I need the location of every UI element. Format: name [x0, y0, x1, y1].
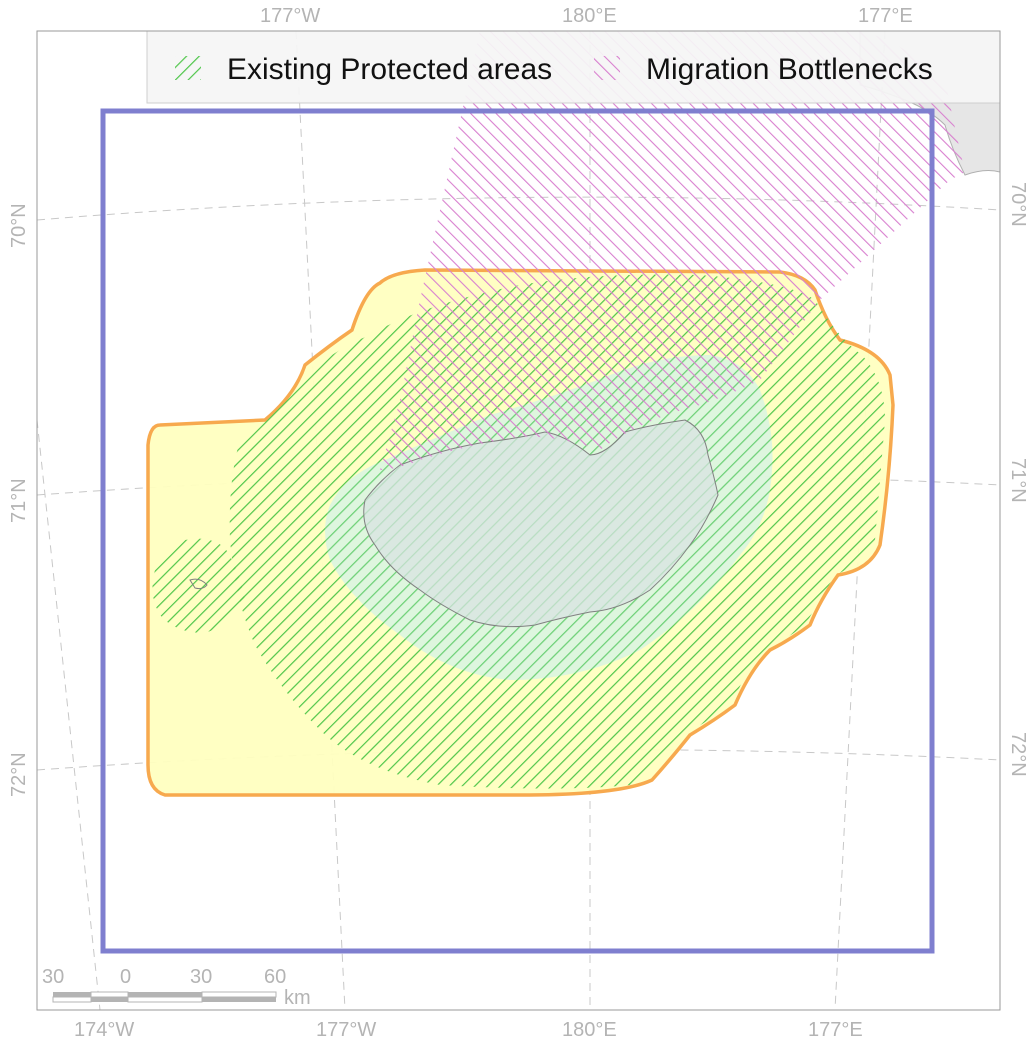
right-label-71n: 71°N — [1007, 458, 1029, 503]
scale-tick-60: 60 — [264, 966, 286, 988]
top-label-177e: 177°E — [858, 5, 913, 27]
top-label-180e: 180°E — [562, 5, 617, 27]
protected-legend-label: Existing Protected areas — [227, 53, 552, 86]
scale-tick-30-west: 30 — [42, 966, 64, 988]
right-label-70n: 70°N — [1007, 182, 1029, 227]
bottom-label-177w: 177°W — [316, 1019, 376, 1041]
islet — [189, 578, 208, 590]
protected-legend-swatch — [175, 56, 201, 80]
scale-unit: km — [284, 987, 311, 1009]
study-area-box — [100, 108, 935, 954]
map-frame — [36, 30, 1001, 1011]
bottleneck-legend-label: Migration Bottlenecks — [646, 53, 933, 86]
legend: Existing Protected areas Migration Bottl… — [146, 31, 1000, 104]
bottom-label-177e: 177°E — [808, 1019, 863, 1041]
migration-bottleneck — [380, 31, 965, 470]
scale-tick-30: 30 — [190, 966, 212, 988]
top-label-177w: 177°W — [260, 5, 320, 27]
bottom-label-180e: 180°E — [562, 1019, 617, 1041]
bottom-label-174w: 174°W — [74, 1019, 134, 1041]
island — [363, 419, 719, 628]
scale-tick-0: 0 — [120, 966, 131, 988]
left-label-72n: 72°N — [8, 752, 30, 797]
right-label-72n: 72°N — [1007, 732, 1029, 777]
protected-area-west — [152, 538, 245, 633]
bottleneck-legend-swatch — [594, 56, 620, 80]
scale-bar: 30 0 30 60 km — [42, 966, 311, 1009]
left-label-71n: 71°N — [8, 478, 30, 523]
left-label-70n: 70°N — [8, 203, 30, 248]
